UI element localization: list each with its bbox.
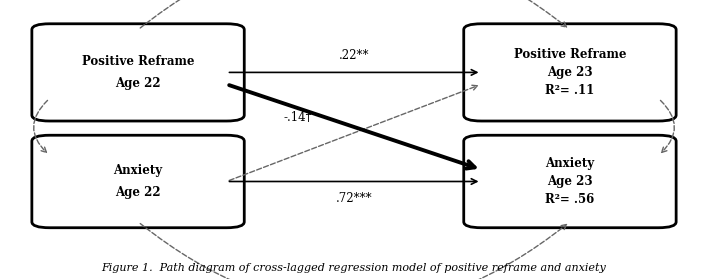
Text: Anxiety: Anxiety: [113, 164, 163, 177]
Text: Age 23: Age 23: [547, 66, 593, 79]
Text: Positive Reframe: Positive Reframe: [514, 48, 626, 61]
Text: .22**: .22**: [338, 49, 370, 62]
Text: Age 22: Age 22: [115, 76, 161, 90]
Text: R²= .11: R²= .11: [545, 84, 595, 97]
Text: .72***: .72***: [336, 192, 372, 205]
Text: Age 22: Age 22: [115, 186, 161, 199]
Text: Figure 1.  Path diagram of cross-lagged regression model of positive reframe and: Figure 1. Path diagram of cross-lagged r…: [102, 263, 606, 273]
Text: Age 23: Age 23: [547, 175, 593, 188]
FancyBboxPatch shape: [32, 24, 244, 121]
Text: R²= .56: R²= .56: [545, 193, 595, 206]
FancyBboxPatch shape: [32, 135, 244, 228]
Text: -.14†: -.14†: [283, 111, 312, 124]
Text: Positive Reframe: Positive Reframe: [82, 55, 194, 68]
Text: Anxiety: Anxiety: [545, 157, 595, 170]
FancyBboxPatch shape: [464, 135, 676, 228]
FancyBboxPatch shape: [464, 24, 676, 121]
